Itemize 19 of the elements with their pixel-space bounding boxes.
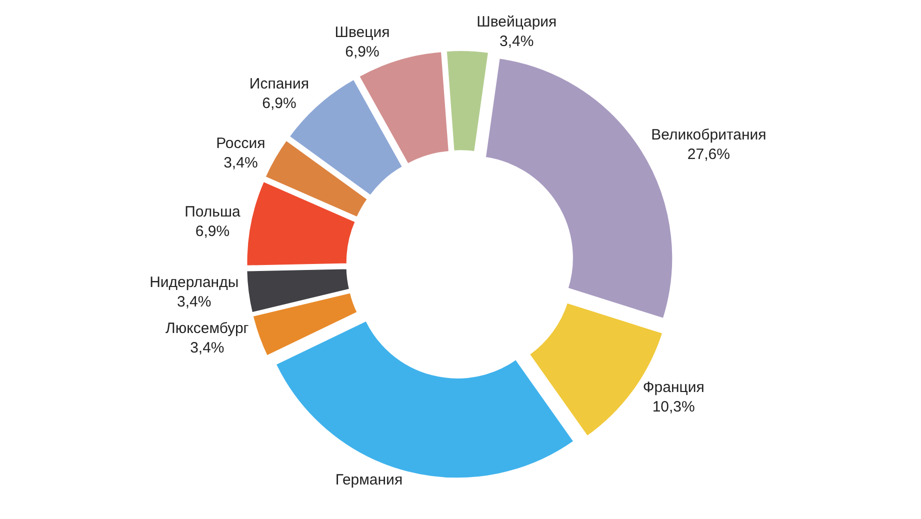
slice-label: Люксембург	[166, 320, 250, 338]
data-label: 3,4%	[176, 293, 212, 310]
slice-label: Франция	[642, 379, 704, 396]
slice-label: Германия	[335, 472, 403, 489]
slice-label: Россия	[216, 135, 266, 152]
data-label: 6,9%	[195, 223, 230, 240]
data-label: 27,6%	[687, 146, 730, 164]
slice-label: Великобритания	[651, 126, 766, 144]
data-label: 10,3%	[652, 398, 695, 416]
slice-label: Нидерланды	[150, 274, 239, 291]
slice-label: Польша	[184, 204, 241, 221]
data-label: 6,9%	[345, 44, 380, 61]
data-label: 3,4%	[224, 154, 258, 172]
data-label: 3,4%	[500, 33, 534, 50]
slice-label: Швеция	[334, 24, 390, 42]
data-label: 3,4%	[190, 340, 224, 357]
slice-label: Испания	[249, 76, 309, 93]
data-label: 6,9%	[262, 95, 296, 112]
slice-label: Швейцария	[476, 14, 557, 31]
